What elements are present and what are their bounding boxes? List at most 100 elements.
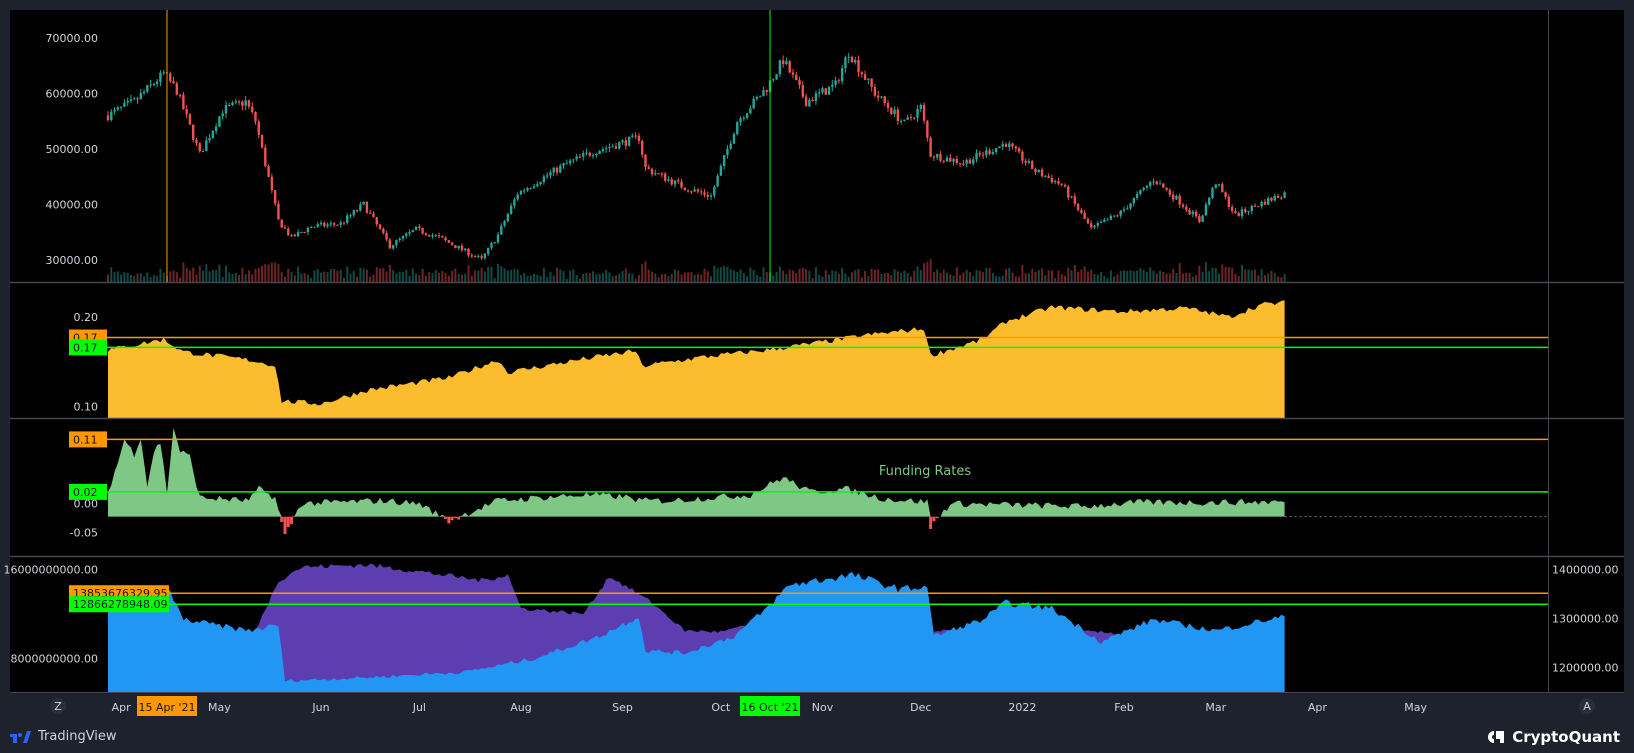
tradingview-logo[interactable]: TradingView [10, 729, 117, 744]
candle-body [736, 122, 739, 135]
indicator-pane-2[interactable]: 0.20 0.10 [74, 300, 1549, 418]
volume-bar [1204, 262, 1207, 282]
volume-bar [670, 274, 673, 282]
candle-body [624, 140, 628, 146]
volume-bar [572, 269, 575, 282]
zoom-reset-button[interactable] [50, 698, 66, 714]
volume-bar [497, 263, 500, 282]
date-marker-tag [136, 696, 197, 716]
volume-bar [149, 277, 152, 282]
candle-body [765, 90, 768, 92]
volume-bar [713, 265, 716, 282]
volume-bar [349, 273, 352, 282]
candle-body [146, 85, 149, 92]
volume-bar [202, 270, 205, 282]
candle-body [686, 190, 690, 192]
candle-body [673, 180, 677, 185]
candle-body [401, 235, 405, 239]
candle-body [1145, 185, 1149, 188]
candle-body [1237, 212, 1240, 217]
volume-bar [972, 275, 975, 282]
price-pane[interactable]: 70000.00 60000.00 50000.00 40000.00 30000.00 [46, 32, 1286, 282]
candle-body [1165, 187, 1168, 190]
candle-body [342, 222, 346, 224]
candle-body [529, 187, 532, 189]
candle-body [926, 120, 929, 138]
zoom-reset-button-label: Z [54, 700, 62, 713]
candle-body [424, 233, 428, 235]
volume-bar [421, 268, 424, 282]
candle-body [431, 235, 434, 237]
date-markers [166, 10, 771, 282]
volume-bar [365, 269, 368, 282]
candle-body [1093, 225, 1096, 228]
candle-body [919, 104, 922, 109]
volume-bar [523, 272, 526, 282]
candle-body [775, 74, 778, 80]
candle-body [441, 236, 444, 238]
volume-bar [1067, 267, 1070, 282]
volume-bar [205, 264, 208, 282]
candle-body [509, 205, 513, 214]
volume-bar [1237, 276, 1240, 282]
volume-bar [133, 275, 136, 282]
indicator-pane-4[interactable]: 16000000000.00 8000000000.00 1400000.00 130… [4, 563, 1619, 692]
volume-bar [329, 268, 332, 282]
volume-bar [415, 273, 418, 282]
volume-bar [988, 268, 991, 282]
volume-bar [775, 271, 778, 282]
volume-bar [169, 271, 172, 282]
candle-body [798, 80, 801, 86]
candle-body [873, 87, 877, 96]
candle-body [385, 232, 388, 240]
date-marker-tag-label: 16 Oct '21 [742, 701, 799, 714]
funding-negative-dip [450, 516, 454, 521]
x-axis-tick-label: Mar [1205, 701, 1226, 714]
volume-bar [936, 269, 939, 282]
volume-bar [700, 274, 703, 282]
candle-body [228, 105, 231, 107]
candle-body [139, 93, 142, 100]
auto-scale-button[interactable] [1579, 698, 1595, 714]
candle-body [657, 173, 660, 175]
candle-body [447, 240, 451, 243]
date-marker-tag-label: 15 Apr '21 [138, 701, 195, 714]
candle-body [326, 224, 329, 227]
volume-bar [965, 269, 968, 282]
candle-body [801, 85, 805, 97]
candle-body [595, 153, 598, 156]
candle-body [1099, 222, 1103, 224]
volume-bar [657, 277, 660, 282]
candle-body [555, 167, 559, 173]
candle-body [362, 201, 365, 205]
volume-bar [372, 274, 375, 282]
tradingview-icon [10, 730, 31, 743]
volume-bar [814, 267, 817, 282]
volume-bar [1188, 273, 1191, 282]
candle-body [1280, 197, 1283, 199]
volume-bar [850, 272, 853, 282]
volume-bar [1234, 273, 1237, 282]
candle-body [457, 245, 460, 249]
funding-rates-pane[interactable]: 0.00 -0.05 Funding Rates [70, 428, 1548, 540]
volume-bar [1109, 270, 1112, 282]
x-axis[interactable]: Apr May Jun Jul Aug Sep Oct Nov Dec 2022 Feb Mar Apr… [50, 696, 1595, 716]
candle-body [523, 190, 526, 192]
candle-body [545, 175, 549, 177]
volume-bar [1129, 270, 1132, 282]
volume-bar [556, 267, 559, 282]
candle-body [536, 184, 539, 187]
volume-bar [565, 278, 568, 282]
volume-bar [624, 268, 627, 282]
volume-bar [192, 267, 195, 282]
volume-bar [1250, 270, 1253, 282]
volume-bar [562, 271, 565, 282]
volume-bar [611, 276, 614, 282]
candle-body [214, 126, 218, 132]
candle-body [857, 60, 860, 73]
x-axis-tick-label: Oct [711, 701, 731, 714]
volume-bar [257, 267, 260, 282]
volume-bar [428, 271, 431, 282]
volume-bar [211, 269, 214, 282]
candle-body [1122, 209, 1126, 211]
